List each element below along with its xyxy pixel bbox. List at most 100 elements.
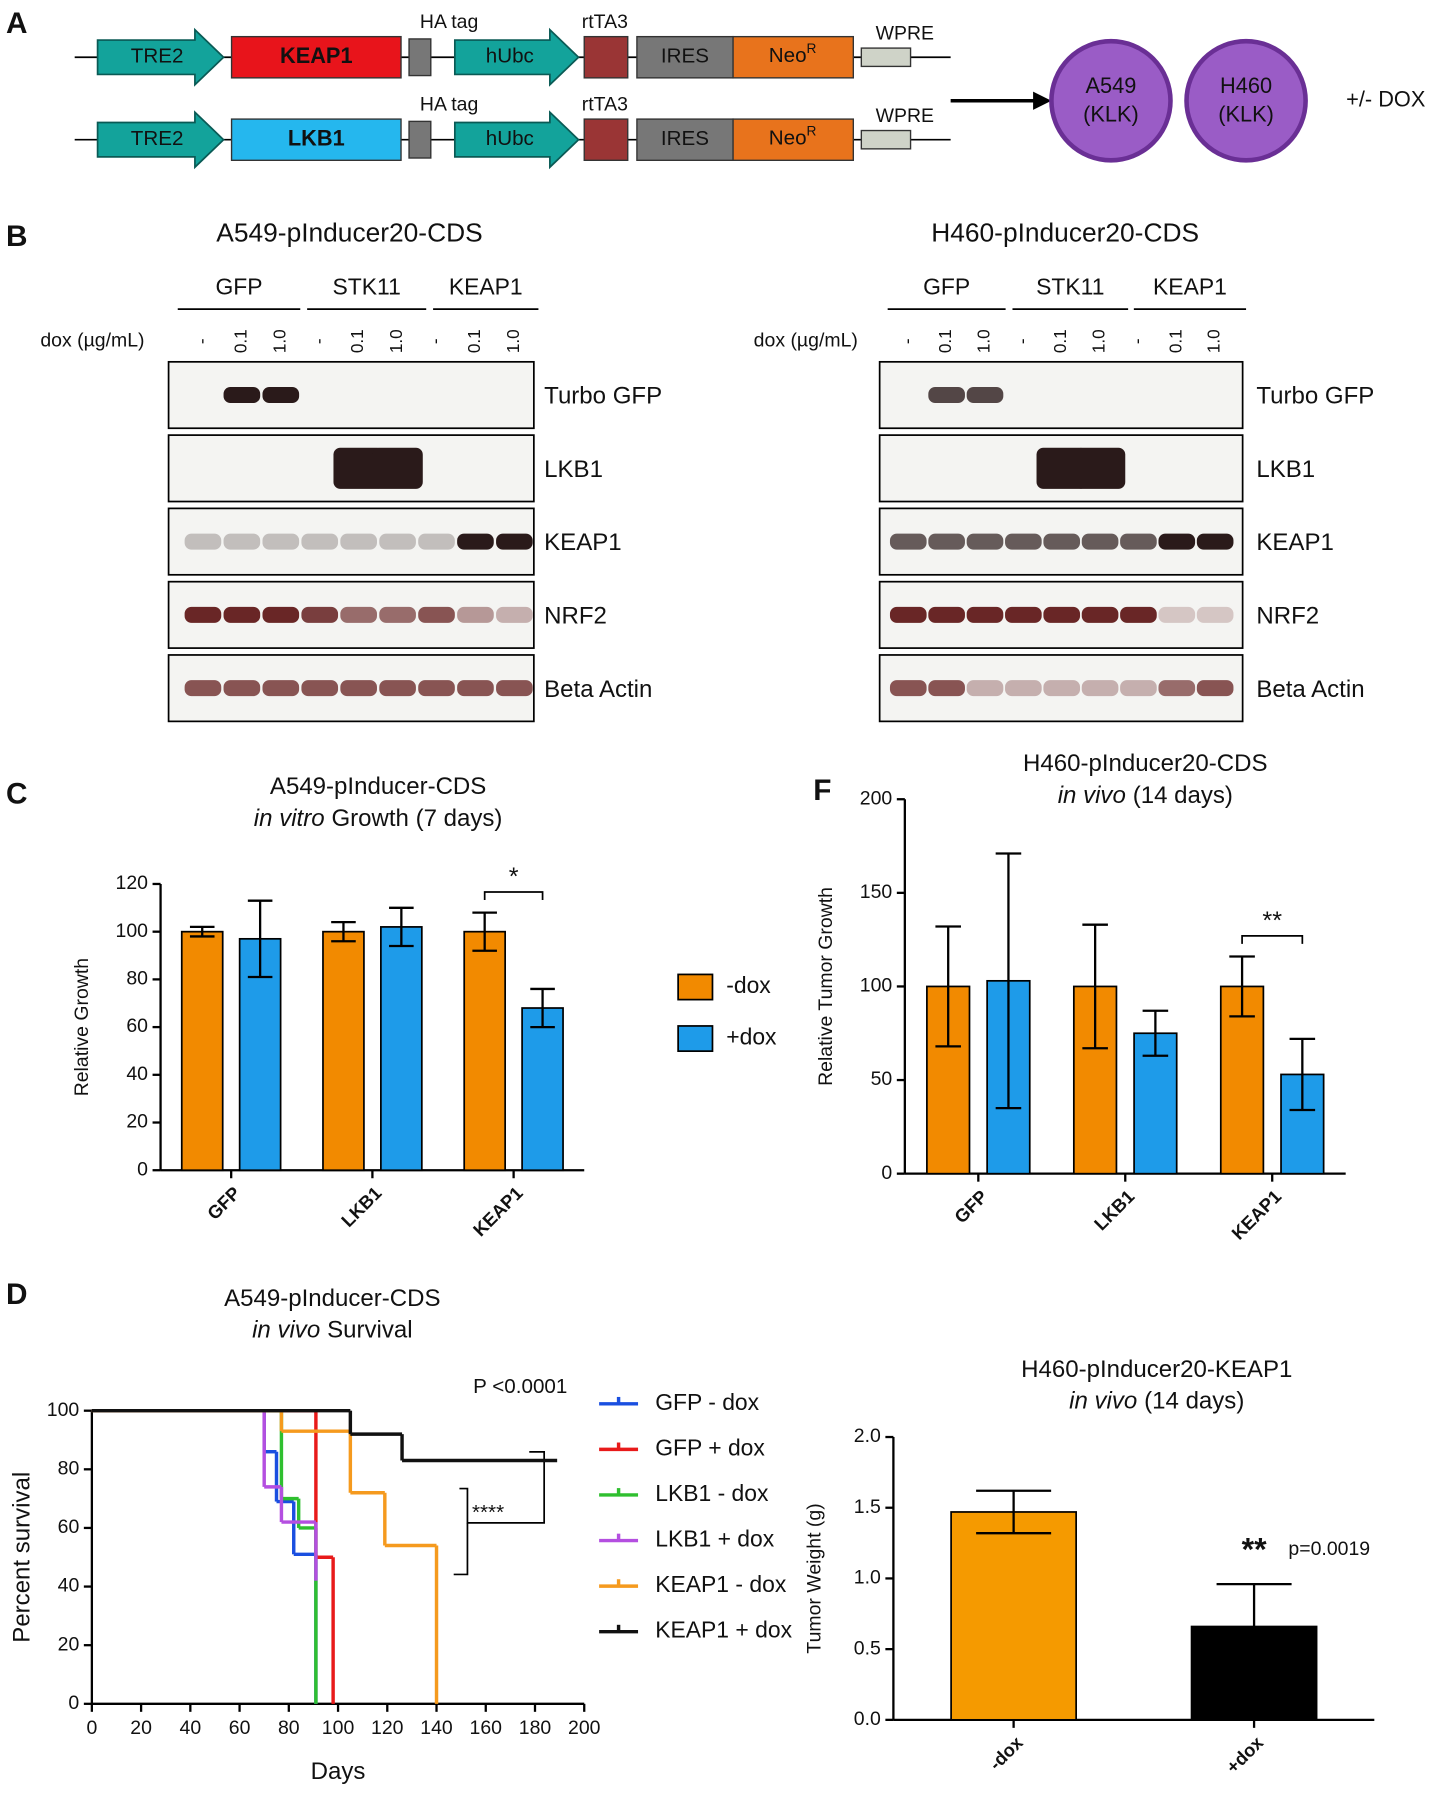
- dose: -: [1127, 338, 1147, 344]
- panel-label: C: [6, 778, 28, 811]
- chart-subtitle: in vivo (14 days): [1058, 782, 1233, 809]
- cell-label: (KLK): [1218, 101, 1274, 126]
- dose: 1.0: [1089, 329, 1109, 353]
- ires-box: [636, 35, 734, 79]
- significance: **: [1262, 907, 1282, 935]
- element-label: NeoR: [769, 41, 817, 68]
- band: [1196, 606, 1234, 623]
- bracket: [453, 1522, 469, 1576]
- bar: [380, 926, 423, 1172]
- x-tick-label: 100: [322, 1717, 355, 1739]
- band: [184, 606, 222, 623]
- subtitle-text: Growth (7 days): [331, 805, 502, 832]
- y-tick-label: 40: [126, 1063, 148, 1085]
- band: [457, 680, 494, 697]
- chart-title: A549-pInducer-CDS: [224, 1285, 440, 1312]
- dose: 0.1: [464, 329, 484, 353]
- panel-label: B: [6, 220, 28, 253]
- band: [1005, 533, 1042, 550]
- band: [262, 533, 300, 550]
- dose-label: dox (µg/mL): [40, 329, 144, 351]
- gene-label: LKB1: [288, 125, 345, 150]
- band: [418, 606, 455, 623]
- y-tick-label: 60: [126, 1015, 148, 1037]
- group-label: KEAP1: [1153, 274, 1227, 300]
- band: [1120, 680, 1157, 697]
- band: [223, 606, 261, 623]
- tag-label: HA tag: [420, 11, 478, 33]
- subtitle-text: Survival: [327, 1317, 412, 1344]
- blot-title: A549-pInducer20-CDS: [216, 218, 482, 248]
- band: [184, 533, 222, 550]
- x-tick-label: -dox: [985, 1731, 1028, 1774]
- bar: [1280, 1073, 1325, 1175]
- y-tick-label: 0: [881, 1162, 892, 1184]
- x-tick-label: 140: [420, 1717, 453, 1739]
- band: [1081, 680, 1119, 697]
- chart-title: H460-pInducer20-KEAP1: [1021, 1356, 1292, 1383]
- y-axis-label: Tumor Weight (g): [804, 1503, 826, 1653]
- group-label: KEAP1: [449, 274, 523, 300]
- dose: 1.0: [386, 329, 406, 353]
- band: [1074, 447, 1126, 489]
- bar: [180, 930, 224, 1172]
- wpre-label: WPRE: [876, 105, 934, 127]
- y-tick-label: 20: [126, 1111, 148, 1133]
- y-tick-label: 120: [116, 872, 149, 894]
- subtitle-italic: in vivo: [1069, 1388, 1137, 1415]
- band: [223, 387, 261, 404]
- group-label: STK11: [1036, 274, 1104, 300]
- band: [966, 387, 1004, 404]
- significance-bracket: [1241, 935, 1304, 944]
- annotation: ****: [472, 1501, 504, 1524]
- tag-box: [408, 38, 432, 77]
- band: [379, 533, 416, 550]
- arrow-head: [1033, 91, 1052, 110]
- element-label: TRE2: [131, 127, 184, 150]
- rtta-label: rtTA3: [582, 11, 628, 33]
- y-axis-label: Relative Growth: [71, 958, 93, 1096]
- cell-line: [1049, 38, 1173, 163]
- neo-sup: R: [807, 41, 817, 56]
- annotation: P <0.0001: [473, 1375, 567, 1398]
- band: [1043, 533, 1081, 550]
- band: [1043, 680, 1081, 697]
- band: [379, 680, 416, 697]
- y-tick-label: 100: [116, 920, 149, 942]
- band: [457, 606, 494, 623]
- band: [1081, 533, 1119, 550]
- dose: 1.0: [269, 329, 289, 353]
- band: [1036, 447, 1087, 489]
- band: [928, 533, 965, 550]
- x-tick-label: LKB1: [337, 1182, 386, 1231]
- x-axis-label: Days: [311, 1758, 366, 1785]
- x-tick-label: GFP: [950, 1186, 991, 1227]
- p-value: p=0.0019: [1288, 1538, 1370, 1560]
- dose: -: [191, 338, 211, 344]
- band: [372, 447, 423, 489]
- band: [889, 606, 927, 623]
- band: [966, 606, 1004, 623]
- chart-subtitle: in vivo Survival: [252, 1317, 412, 1344]
- subtitle-italic: in vitro: [254, 805, 325, 832]
- x-tick-label: 20: [130, 1717, 152, 1739]
- band: [889, 680, 927, 697]
- dose: -: [1012, 338, 1032, 344]
- rtta-box: [583, 118, 629, 161]
- chart-subtitle: in vitro Growth (7 days): [254, 805, 503, 832]
- significance: *: [509, 863, 519, 891]
- band: [457, 533, 494, 550]
- band: [889, 533, 927, 550]
- y-tick-label: 0.0: [854, 1708, 881, 1730]
- blot-label: Turbo GFP: [1256, 383, 1374, 410]
- gene-label: KEAP1: [280, 43, 353, 68]
- band: [1081, 606, 1119, 623]
- gene-box: [230, 118, 402, 161]
- x-tick-label: LKB1: [1090, 1186, 1139, 1235]
- legend-label: GFP + dox: [655, 1434, 765, 1460]
- y-tick-label: 1.0: [854, 1567, 881, 1589]
- dose: 0.1: [1165, 329, 1185, 353]
- y-tick-label: 1.5: [854, 1496, 881, 1518]
- dose: 1.0: [974, 329, 994, 353]
- band: [262, 680, 300, 697]
